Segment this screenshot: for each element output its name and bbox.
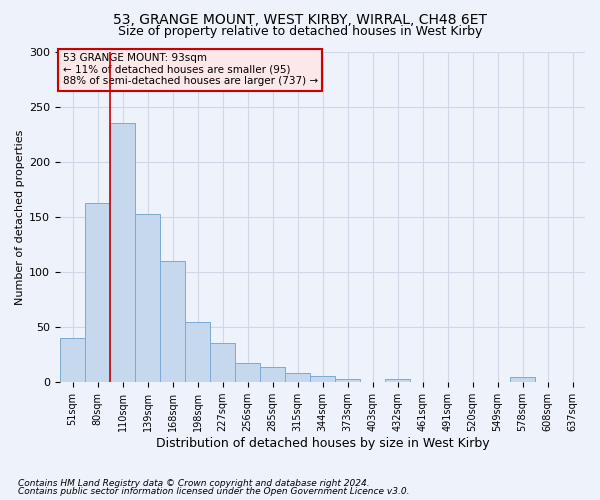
Text: Contains public sector information licensed under the Open Government Licence v3: Contains public sector information licen… — [18, 487, 409, 496]
X-axis label: Distribution of detached houses by size in West Kirby: Distribution of detached houses by size … — [155, 437, 490, 450]
Bar — [510, 376, 535, 382]
Bar — [235, 364, 260, 382]
Bar — [285, 374, 310, 382]
Bar — [310, 376, 335, 382]
Text: 53 GRANGE MOUNT: 93sqm
← 11% of detached houses are smaller (95)
88% of semi-det: 53 GRANGE MOUNT: 93sqm ← 11% of detached… — [62, 53, 318, 86]
Bar — [185, 322, 210, 382]
Bar — [110, 123, 135, 382]
Text: Size of property relative to detached houses in West Kirby: Size of property relative to detached ho… — [118, 25, 482, 38]
Bar — [335, 379, 360, 382]
Text: Contains HM Land Registry data © Crown copyright and database right 2024.: Contains HM Land Registry data © Crown c… — [18, 478, 370, 488]
Bar — [160, 261, 185, 382]
Bar — [135, 214, 160, 382]
Bar — [210, 342, 235, 382]
Bar — [60, 338, 85, 382]
Y-axis label: Number of detached properties: Number of detached properties — [15, 129, 25, 304]
Bar — [85, 202, 110, 382]
Text: 53, GRANGE MOUNT, WEST KIRBY, WIRRAL, CH48 6ET: 53, GRANGE MOUNT, WEST KIRBY, WIRRAL, CH… — [113, 12, 487, 26]
Bar — [260, 367, 285, 382]
Bar — [385, 379, 410, 382]
